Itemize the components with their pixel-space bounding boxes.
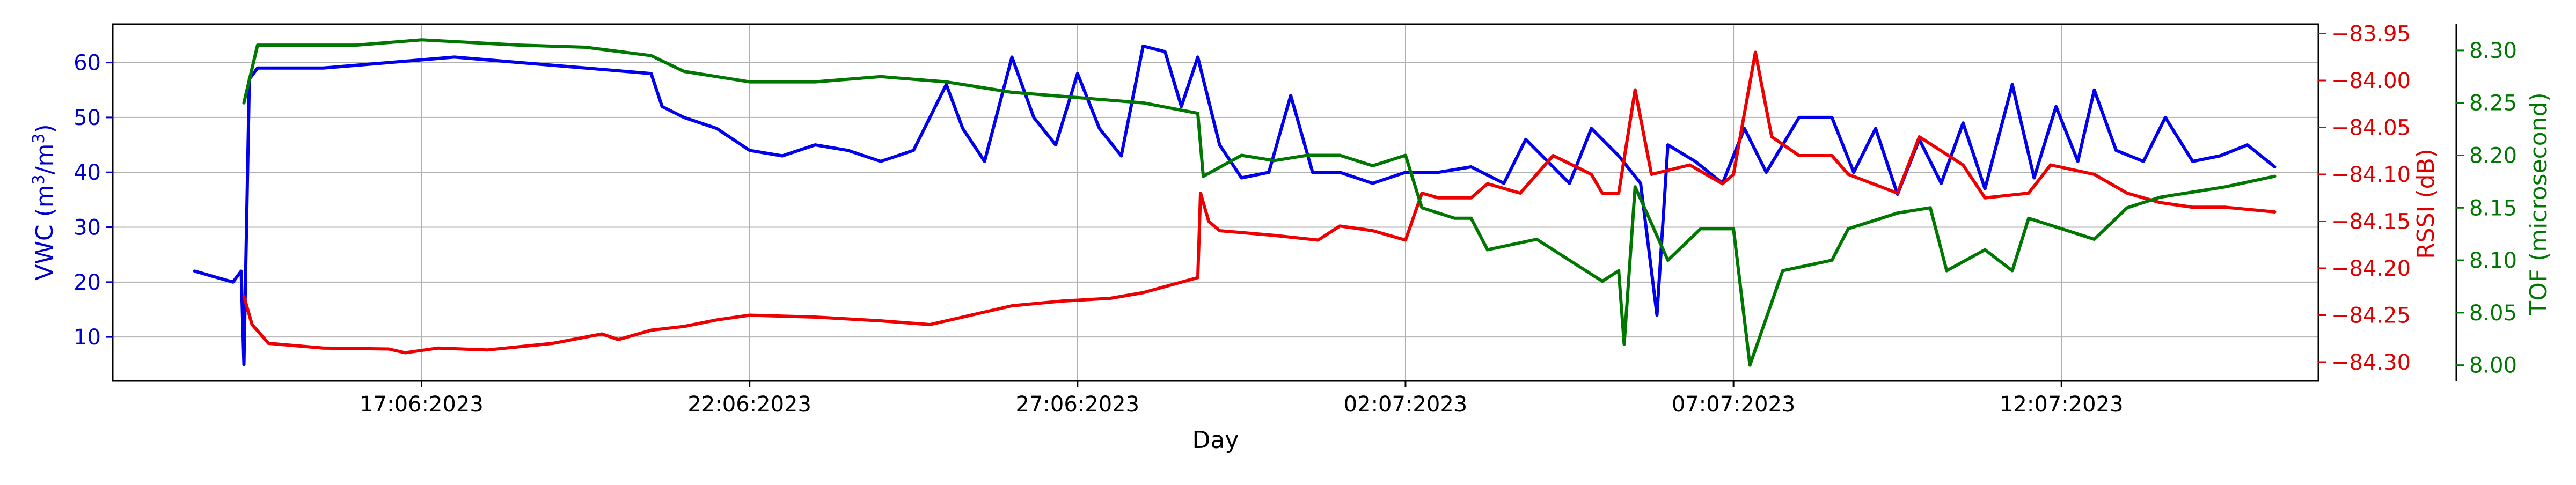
- tof-tick-label: 8.30: [2469, 39, 2517, 63]
- x-tick-label: 02:07:2023: [1344, 392, 1468, 417]
- x-tick-label: 22:06:2023: [687, 392, 811, 417]
- vwc-tick-label: 50: [74, 106, 101, 130]
- x-tick-label: 12:07:2023: [2000, 392, 2124, 417]
- tof-axis-label: TOF (microsecond): [2525, 92, 2552, 315]
- rssi-tick-label: −84.25: [2331, 304, 2411, 328]
- rssi-tick-label: −84.05: [2331, 116, 2411, 141]
- vwc-label-sup2: 3: [30, 133, 48, 143]
- vwc-series-line: [193, 44, 2277, 366]
- grid-lines: [113, 24, 2318, 381]
- rssi-axis: −84.30 −84.25 −84.20 −84.15 −84.10 −84.05 −84.…: [2318, 22, 2411, 375]
- tof-tick-label: 8.00: [2469, 354, 2517, 378]
- tof-series-line: [242, 38, 2277, 367]
- vwc-label-sup1: 3: [30, 174, 48, 185]
- rssi-tick-label: −84.00: [2331, 69, 2411, 93]
- rssi-tick-label: −84.10: [2331, 163, 2411, 187]
- rssi-tick-label: −84.20: [2331, 256, 2411, 281]
- vwc-label-prefix: VWC (m: [31, 185, 58, 280]
- vwc-label-mid: /m: [31, 144, 58, 175]
- x-axis-label: Day: [1192, 427, 1239, 454]
- tof-tick-label: 8.15: [2469, 196, 2517, 221]
- vwc-label-suffix: ): [31, 124, 58, 133]
- rssi-axis-label: RSSI (dB): [2412, 149, 2440, 259]
- vwc-tick-label: 10: [74, 325, 101, 350]
- vwc-tick-label: 20: [74, 270, 101, 295]
- tof-tick-label: 8.25: [2469, 91, 2517, 116]
- x-tick-label: 07:07:2023: [1672, 392, 1796, 417]
- tof-tick-label: 8.20: [2469, 143, 2517, 168]
- vwc-tick-label: 40: [74, 160, 101, 185]
- rssi-tick-label: −84.30: [2331, 350, 2411, 375]
- tof-tick-label: 8.10: [2469, 248, 2517, 273]
- vwc-tick-label: 30: [74, 216, 101, 240]
- vwc-axis: 10 20 30 40 50 60: [74, 51, 113, 350]
- x-axis: 17:06:2023 22:06:2023 27:06:2023 02:07:2023…: [360, 381, 2124, 417]
- tof-tick-label: 8.05: [2469, 301, 2517, 326]
- tof-axis: 8.00 8.05 8.10 8.15 8.20 8.25 8.30: [2455, 24, 2517, 381]
- rssi-tick-label: −83.95: [2331, 22, 2411, 47]
- vwc-tick-label: 60: [74, 51, 101, 76]
- x-tick-label: 17:06:2023: [360, 392, 484, 417]
- vwc-axis-label: VWC (m3/m3): [30, 124, 58, 280]
- rssi-series-line: [242, 50, 2277, 355]
- x-tick-label: 27:06:2023: [1016, 392, 1140, 417]
- series-lines: [193, 38, 2277, 367]
- rssi-tick-label: −84.15: [2331, 210, 2411, 234]
- plot-frame: [112, 23, 2319, 382]
